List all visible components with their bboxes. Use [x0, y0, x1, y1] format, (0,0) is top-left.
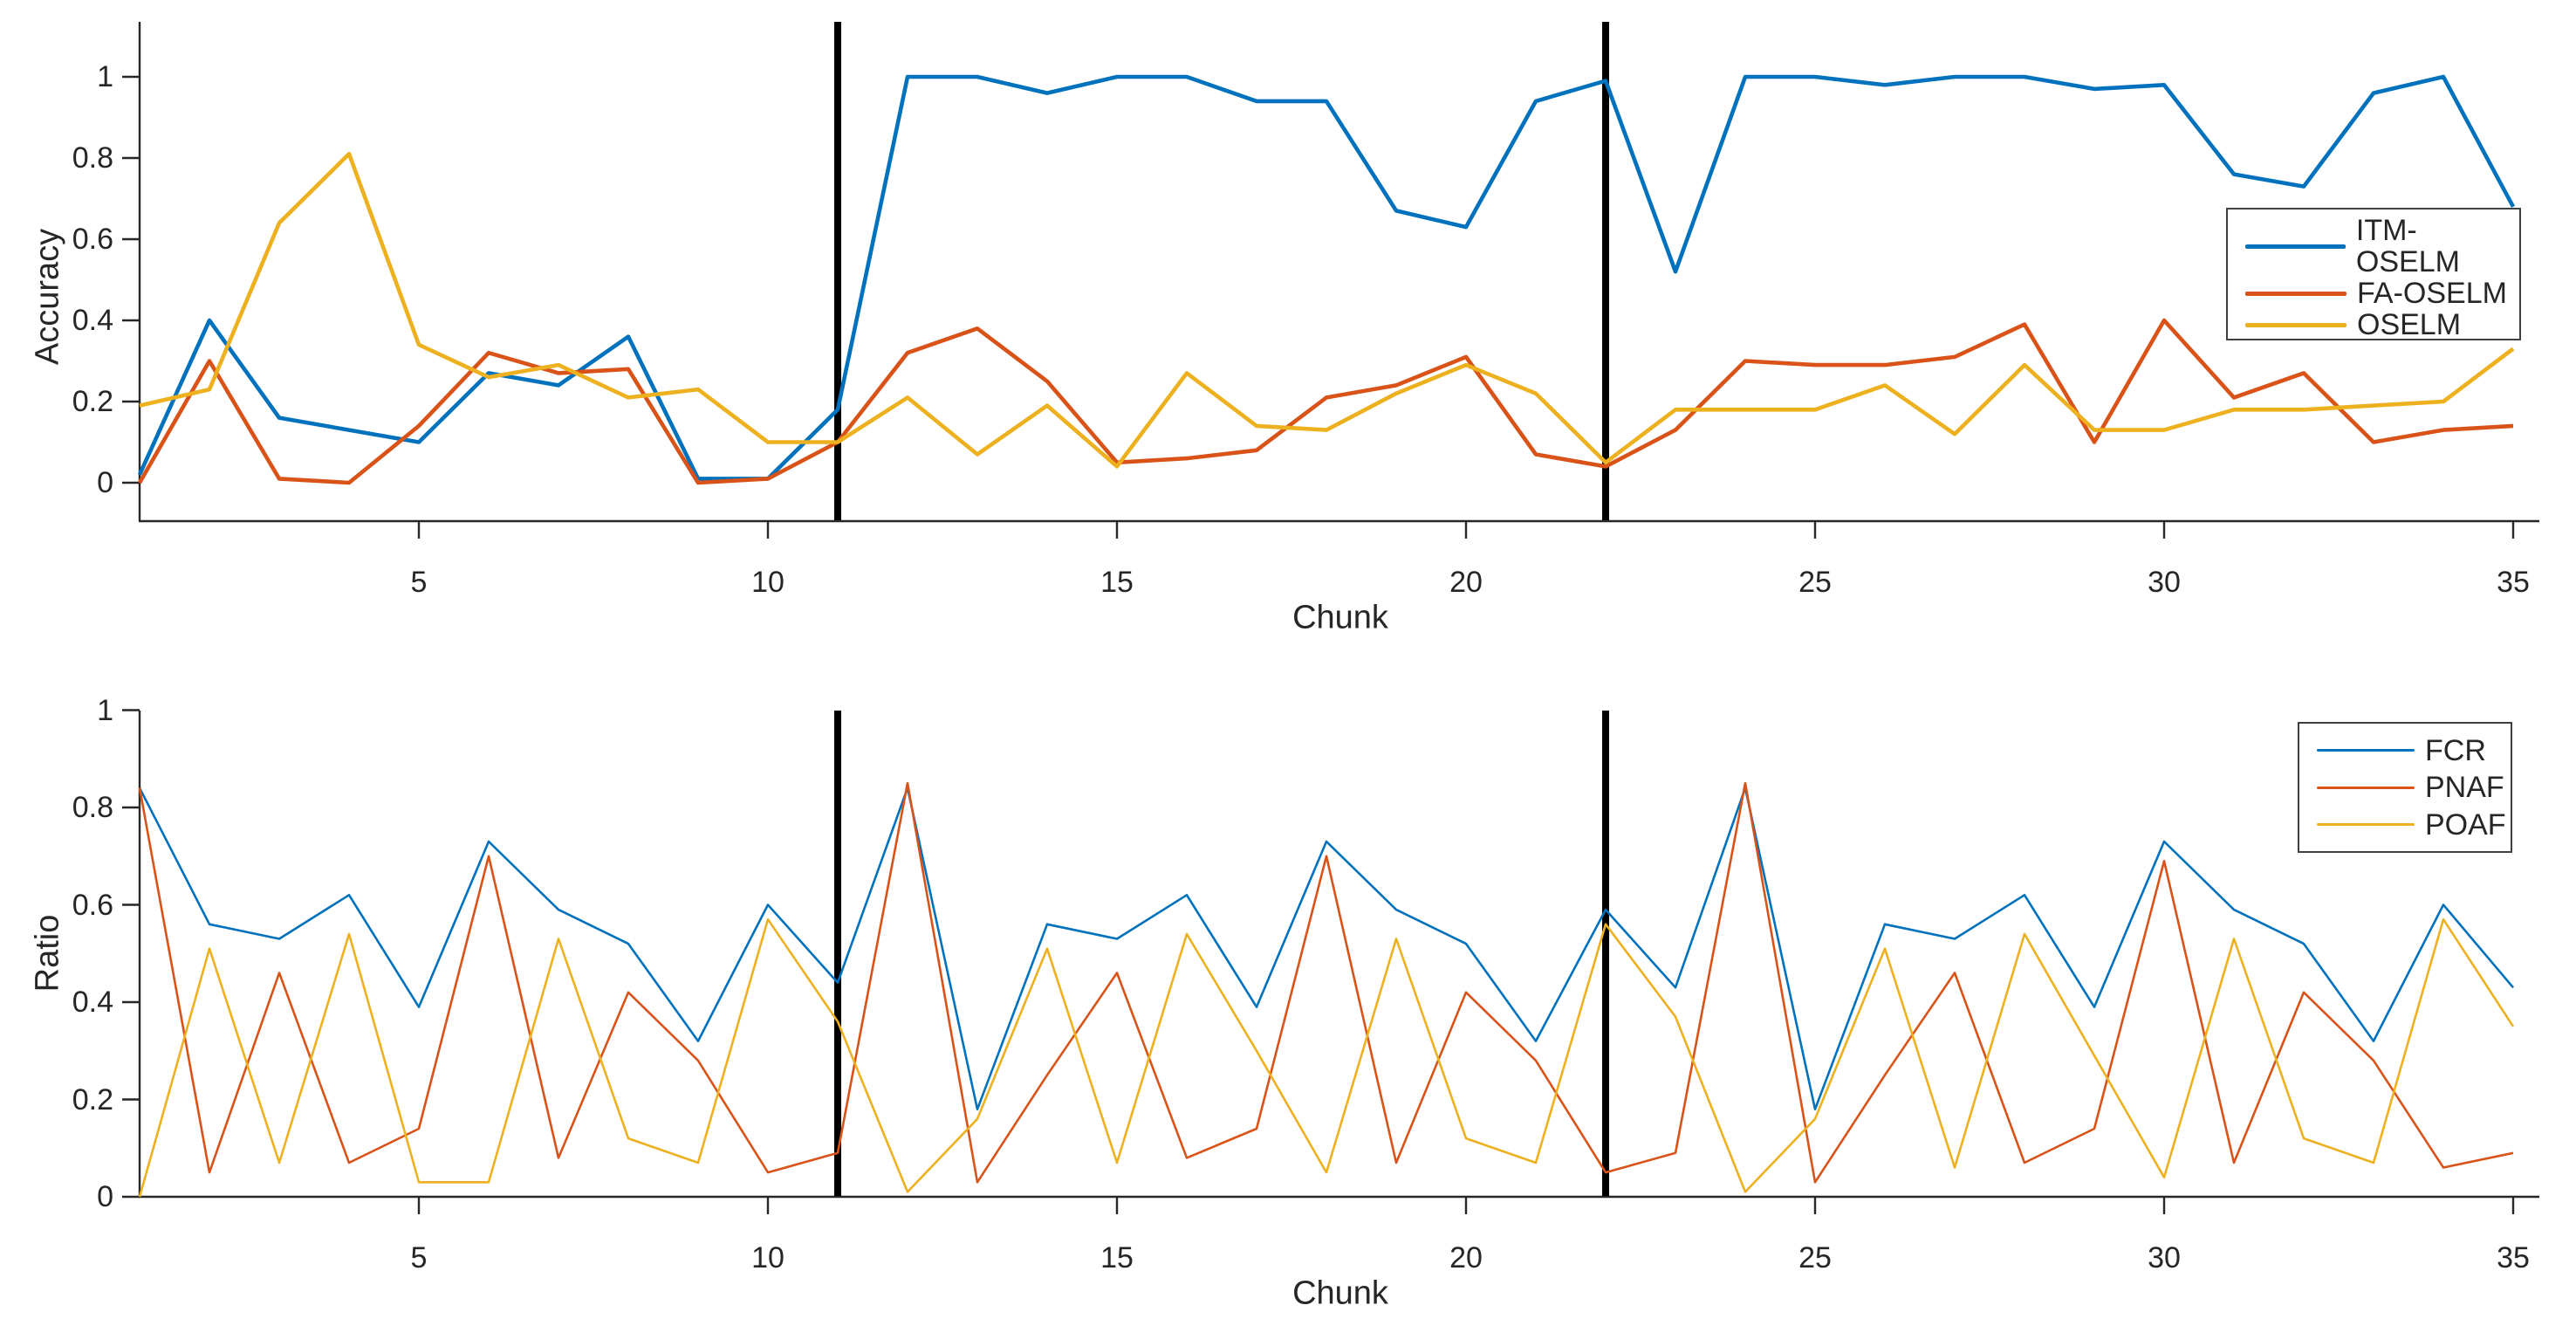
- y-tick-label-chart0: 1: [97, 60, 113, 93]
- bottom-y-axis-label: Ratio: [29, 914, 66, 993]
- bottom-legend: FCR PNAF POAF: [2298, 722, 2512, 853]
- y-tick-label-chart1: 1: [97, 693, 113, 727]
- series-line-OSELM: [139, 152, 2515, 469]
- x-tick-label-chart0: 10: [751, 566, 784, 599]
- y-tick-label-chart0: 0.6: [72, 223, 113, 256]
- x-tick-label-chart1: 5: [410, 1241, 428, 1274]
- top-x-axis-label: Chunk: [1292, 599, 1388, 636]
- y-tick-label-chart1: 0.6: [72, 888, 113, 922]
- legend-row-FCR: FCR: [2299, 735, 2511, 766]
- legend-line-sample-OSELM: [2245, 322, 2346, 327]
- x-tick-label-chart0: 5: [410, 566, 428, 599]
- series-line-POAF: [138, 917, 2515, 1198]
- legend-line-sample-FA-OSELM: [2245, 291, 2346, 296]
- legend-label-FA-OSELM: FA-OSELM: [2357, 277, 2507, 310]
- legend-row-POAF: POAF: [2299, 809, 2511, 841]
- y-tick-label-chart0: 0.8: [72, 141, 113, 175]
- series-line-FCR: [138, 787, 2514, 1110]
- y-tick-label-chart1: 0.2: [72, 1082, 113, 1116]
- x-tick-label-chart1: 35: [2497, 1241, 2530, 1274]
- series-line-PNAF: [138, 781, 2514, 1184]
- y-tick-label-chart0: 0.2: [72, 385, 113, 418]
- x-tick-label-chart1: 20: [1449, 1241, 1483, 1274]
- x-tick-label-chart0: 15: [1100, 566, 1134, 599]
- legend-label-PNAF: PNAF: [2425, 771, 2504, 804]
- legend-label-OSELM: OSELM: [2357, 308, 2462, 341]
- legend-line-sample-ITM-OSELM: [2245, 244, 2346, 249]
- x-tick-label-chart0: 30: [2148, 566, 2181, 599]
- legend-row-PNAF: PNAF: [2299, 772, 2511, 803]
- legend-line-sample-POAF: [2317, 823, 2415, 826]
- legend-row-FA-OSELM: FA-OSELM: [2228, 278, 2519, 309]
- bottom-x-axis-label: Chunk: [1292, 1274, 1388, 1312]
- top-legend: ITM-OSELM FA-OSELM OSELM: [2226, 208, 2521, 340]
- x-tick-label-chart1: 10: [751, 1241, 784, 1274]
- legend-row-ITM-OSELM: ITM-OSELM: [2228, 215, 2519, 278]
- x-tick-label-chart0: 25: [1798, 566, 1832, 599]
- legend-row-OSELM: OSELM: [2228, 309, 2519, 340]
- x-tick-label-chart1: 25: [1798, 1241, 1832, 1274]
- x-tick-label-chart0: 20: [1449, 566, 1483, 599]
- legend-label-ITM-OSELM: ITM-OSELM: [2355, 214, 2460, 278]
- legend-label-POAF: POAF: [2425, 807, 2506, 842]
- x-tick-label-chart1: 30: [2148, 1241, 2181, 1274]
- y-tick-label-chart1: 0.8: [72, 791, 113, 824]
- series-line-ITM-OSELM: [137, 74, 2516, 481]
- series-line-FA-OSELM: [138, 318, 2514, 485]
- y-tick-label-chart0: 0: [97, 466, 113, 499]
- y-tick-label-chart1: 0.4: [72, 986, 113, 1019]
- top-y-axis-label: Accuracy: [29, 228, 66, 366]
- legend-label-FCR: FCR: [2425, 733, 2486, 767]
- x-tick-label-chart0: 35: [2497, 566, 2530, 599]
- y-tick-label-chart0: 0.4: [72, 304, 113, 337]
- legend-line-sample-PNAF: [2317, 786, 2415, 789]
- x-tick-label-chart1: 15: [1100, 1241, 1134, 1274]
- legend-line-sample-FCR: [2317, 749, 2415, 752]
- y-tick-label-chart1: 0: [97, 1180, 113, 1213]
